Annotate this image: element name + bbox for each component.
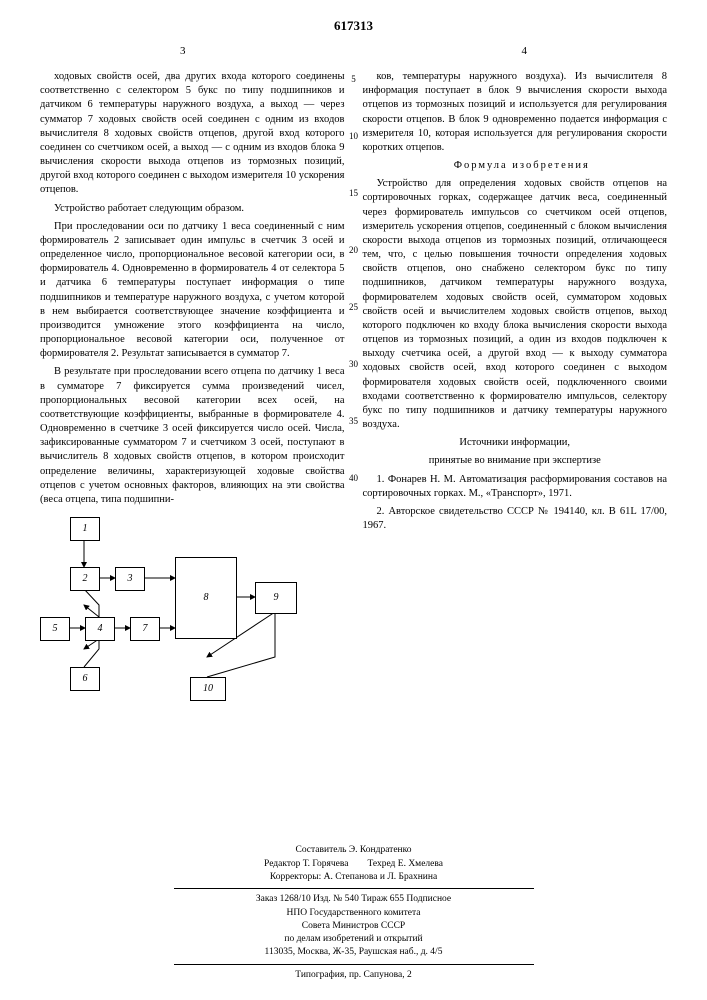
line-number: 15	[347, 188, 361, 198]
refs-title-1: Источники информации,	[363, 436, 668, 450]
page: 617313 3 4 ходовых свойств осей, два дру…	[0, 0, 707, 1000]
footer-rule-1	[174, 888, 534, 889]
line-number: 25	[347, 302, 361, 312]
line-number: 35	[347, 416, 361, 426]
left-column: ходовых свойств осей, два других входа к…	[40, 70, 345, 727]
diagram-node-4: 4	[85, 617, 115, 641]
text-columns: ходовых свойств осей, два других входа к…	[40, 70, 667, 727]
block-diagram: 1 23 547 6 89 10	[40, 517, 320, 727]
right-p2: Устройство для определения ходовых свойс…	[363, 177, 668, 432]
ref-1: 1. Фонарев Н. М. Автоматизация расформир…	[363, 473, 668, 501]
line-number: 30	[347, 359, 361, 369]
diagram-node-5: 5	[40, 617, 70, 641]
ref-2: 2. Авторское свидетельство СССР № 194140…	[363, 505, 668, 533]
line-number: 10	[347, 131, 361, 141]
diagram-node-10: 10	[190, 677, 226, 701]
left-p3: При проследовании оси по датчику 1 веса …	[40, 220, 345, 362]
footer: Составитель Э. Кондратенко Редактор Т. Г…	[0, 844, 707, 982]
footer-address: 113035, Москва, Ж-35, Раушская наб., д. …	[0, 946, 707, 959]
footer-typography: Типография, пр. Сапунова, 2	[0, 969, 707, 982]
page-number-right: 4	[522, 45, 528, 57]
document-number: 617313	[0, 18, 707, 34]
diagram-node-7: 7	[130, 617, 160, 641]
footer-compiler: Составитель Э. Кондратенко	[0, 844, 707, 857]
left-p4: В результате при проследовании всего отц…	[40, 365, 345, 507]
footer-org2: Совета Министров СССР	[0, 920, 707, 933]
footer-order: Заказ 1268/10 Изд. № 540 Тираж 655 Подпи…	[0, 893, 707, 906]
diagram-node-3: 3	[115, 567, 145, 591]
diagram-node-6: 6	[70, 667, 100, 691]
diagram-node-2: 2	[70, 567, 100, 591]
footer-rule-2	[174, 964, 534, 965]
left-p1: ходовых свойств осей, два других входа к…	[40, 70, 345, 198]
footer-correctors: Корректоры: А. Степанова и Л. Брахнина	[0, 871, 707, 884]
right-column: ков, температуры наружного воздуха). Из …	[363, 70, 668, 727]
formula-title: Формула изобретения	[363, 159, 668, 173]
page-number-left: 3	[180, 45, 186, 57]
refs-title-2: принятые во внимание при экспертизе	[363, 454, 668, 468]
footer-editor-line: Редактор Т. Горячева Техред Е. Хмелева	[0, 858, 707, 871]
footer-tech-editor: Техред Е. Хмелева	[367, 859, 443, 869]
line-number: 40	[347, 473, 361, 483]
diagram-node-9: 9	[255, 582, 297, 614]
footer-org3: по делам изобретений и открытий	[0, 933, 707, 946]
footer-editor: Редактор Т. Горячева	[264, 859, 348, 869]
diagram-node-1: 1	[70, 517, 100, 541]
diagram-node-8: 8	[175, 557, 237, 639]
line-number: 20	[347, 245, 361, 255]
right-p1: ков, температуры наружного воздуха). Из …	[363, 70, 668, 155]
footer-org1: НПО Государственного комитета	[0, 907, 707, 920]
left-p2: Устройство работает следующим образом.	[40, 202, 345, 216]
line-number: 5	[347, 74, 361, 84]
